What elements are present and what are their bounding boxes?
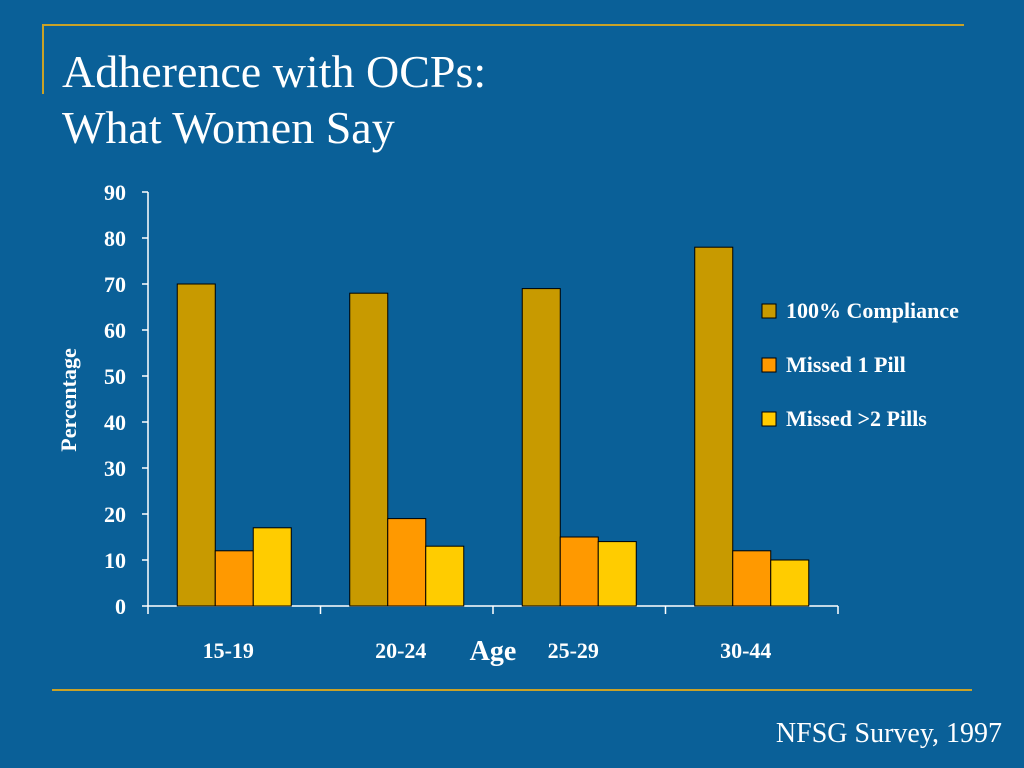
legend-label: Missed >2 Pills: [786, 406, 927, 431]
bar-20-24-missed-2-pills: [425, 545, 465, 607]
y-tick-label: 10: [104, 548, 126, 573]
bar-20-24-missed-1-pill: [387, 518, 427, 607]
title-line-2: What Women Say: [62, 102, 395, 153]
x-axis-label: Age: [470, 636, 517, 667]
bar-25-29-100-compliance: [521, 288, 561, 607]
y-tick-label: 70: [104, 272, 126, 297]
title-line-1: Adherence with OCPs:: [62, 46, 487, 97]
y-tick-label: 30: [104, 456, 126, 481]
x-tick-label: 20-24: [375, 638, 426, 663]
bar-25-29-missed-1-pill: [559, 536, 599, 607]
bar-30-44-100-compliance: [694, 246, 734, 607]
legend-swatch: [761, 411, 777, 427]
legend-label: 100% Compliance: [786, 298, 959, 323]
frame-line-bottom: [52, 689, 972, 691]
y-tick-label: 60: [104, 318, 126, 343]
x-tick-label: 25-29: [548, 638, 599, 663]
legend-swatch: [761, 357, 777, 373]
legend-label: Missed 1 Pill: [786, 352, 906, 377]
y-tick-label: 0: [115, 594, 126, 619]
bar-20-24-100-compliance: [349, 292, 389, 607]
legend-swatch: [761, 303, 777, 319]
bar-30-44-missed-2-pills: [770, 559, 810, 607]
y-tick-label: 20: [104, 502, 126, 527]
bar-30-44-missed-1-pill: [732, 550, 772, 607]
frame-line-top: [42, 24, 964, 26]
y-tick-label: 40: [104, 410, 126, 435]
bar-15-19-missed-1-pill: [214, 550, 254, 607]
bar-15-19-missed-2-pills: [252, 527, 292, 607]
bar-15-19-100-compliance: [176, 283, 216, 607]
y-axis-label: Percentage: [56, 348, 81, 452]
frame-line-left: [42, 24, 44, 94]
y-tick-label: 90: [104, 180, 126, 205]
x-tick-label: 15-19: [203, 638, 254, 663]
y-tick-label: 50: [104, 364, 126, 389]
source-citation: NFSG Survey, 1997: [775, 718, 1002, 749]
slide-title: Adherence with OCPs: What Women Say: [62, 44, 486, 156]
x-tick-label: 30-44: [720, 638, 771, 663]
y-tick-label: 80: [104, 226, 126, 251]
bar-25-29-missed-2-pills: [597, 541, 637, 607]
